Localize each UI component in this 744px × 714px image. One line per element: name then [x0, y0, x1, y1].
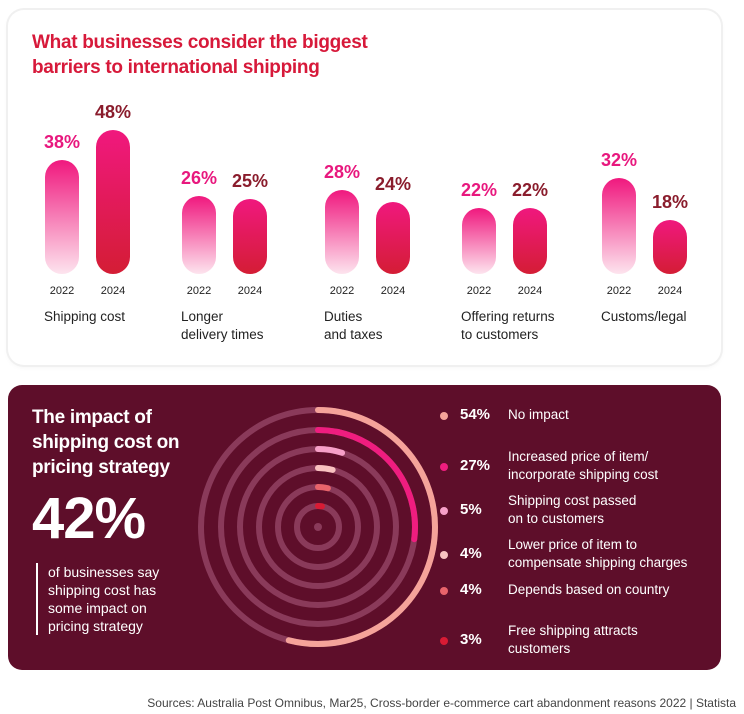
impact-card: The impact of shipping cost on pricing s…: [8, 385, 721, 670]
year-label: 2024: [101, 285, 125, 297]
legend-dot-icon: [440, 551, 448, 559]
legend-item: 54% No impact: [438, 403, 728, 443]
year-label: 2024: [238, 285, 262, 297]
legend-item: 4% Depends based on country: [438, 578, 728, 618]
ring-arc-0: [198, 407, 438, 647]
ring-arc-5: [294, 503, 342, 551]
ring-center: [314, 523, 322, 531]
legend-label: Lower price of item to compensate shippi…: [508, 537, 688, 570]
bar-2024-2: [376, 202, 410, 274]
year-label: 2024: [658, 285, 682, 297]
impact-title: The impact of shipping cost on pricing s…: [32, 407, 180, 478]
impact-description: of businesses say shipping cost has some…: [36, 563, 186, 635]
legend-percent: 27%: [460, 457, 491, 474]
ring-arc-4: [275, 484, 361, 570]
year-label: 2022: [187, 285, 211, 297]
legend-dot-icon: [440, 637, 448, 645]
ring-arc-1: [218, 427, 418, 627]
bar-2024-0: [96, 130, 130, 274]
legend-dot-icon: [440, 463, 448, 471]
legend-percent: 4%: [460, 545, 482, 562]
impact-headline: 42%: [32, 486, 146, 551]
legend-label: No impact: [508, 407, 569, 422]
year-label: 2022: [467, 285, 491, 297]
year-label: 2022: [607, 285, 631, 297]
legend-item: 5% Shipping cost passed on to customers: [438, 489, 728, 529]
bar-2024-3: [513, 208, 547, 274]
bar-value-label: 22%: [512, 180, 548, 200]
category-label: Customs/legal: [601, 309, 687, 324]
source-note: Sources: Australia Post Omnibus, Mar25, …: [147, 696, 736, 710]
legend-label: Free shipping attracts customers: [508, 623, 638, 656]
year-label: 2022: [50, 285, 74, 297]
legend-percent: 54%: [460, 406, 491, 423]
ring-arc-3: [256, 465, 380, 589]
bar-2022-4: [602, 178, 636, 274]
bar-2022-3: [462, 208, 496, 274]
legend-dot-icon: [440, 507, 448, 515]
year-label: 2024: [381, 285, 405, 297]
bar-value-label: 48%: [95, 102, 131, 122]
bar-value-label: 32%: [601, 150, 637, 170]
legend-item: 27% Increased price of item/ incorporate …: [438, 445, 728, 485]
bar-value-label: 26%: [181, 168, 217, 188]
category-label: Duties and taxes: [324, 309, 383, 342]
bar-2024-4: [653, 220, 687, 274]
bar-2022-1: [182, 196, 216, 274]
barriers-card: What businesses consider the biggest bar…: [8, 10, 721, 365]
bar-value-label: 18%: [652, 192, 688, 212]
year-label: 2024: [518, 285, 542, 297]
bar-value-label: 22%: [461, 180, 497, 200]
category-label: Longer delivery times: [181, 309, 264, 342]
legend-percent: 5%: [460, 501, 482, 518]
legend-dot-icon: [440, 412, 448, 420]
legend-item: 3% Free shipping attracts customers: [438, 619, 728, 659]
bar-2022-0: [45, 160, 79, 274]
impact-radial-chart: [198, 407, 438, 647]
barriers-title: What businesses consider the biggest bar…: [32, 32, 368, 78]
bar-value-label: 24%: [375, 174, 411, 194]
category-label: Offering returns to customers: [461, 309, 555, 342]
legend-label: Depends based on country: [508, 582, 670, 597]
bar-value-label: 25%: [232, 171, 268, 191]
year-label: 2022: [330, 285, 354, 297]
ring-arc-2: [237, 446, 399, 608]
barriers-bar-chart: 38% 2022 48% 2024 26% 2022 25% 2024 28% 2022 24% 20…: [44, 102, 688, 297]
legend-percent: 4%: [460, 581, 482, 598]
legend-label: Shipping cost passed on to customers: [508, 493, 637, 526]
legend-percent: 3%: [460, 631, 482, 648]
legend-label: Increased price of item/ incorporate shi…: [508, 449, 659, 482]
legend-dot-icon: [440, 587, 448, 595]
bar-value-label: 38%: [44, 132, 80, 152]
bar-value-label: 28%: [324, 162, 360, 182]
bar-2024-1: [233, 199, 267, 274]
category-label: Shipping cost: [44, 309, 126, 324]
legend-item: 4% Lower price of item to compensate ship…: [438, 533, 728, 573]
bar-2022-2: [325, 190, 359, 274]
